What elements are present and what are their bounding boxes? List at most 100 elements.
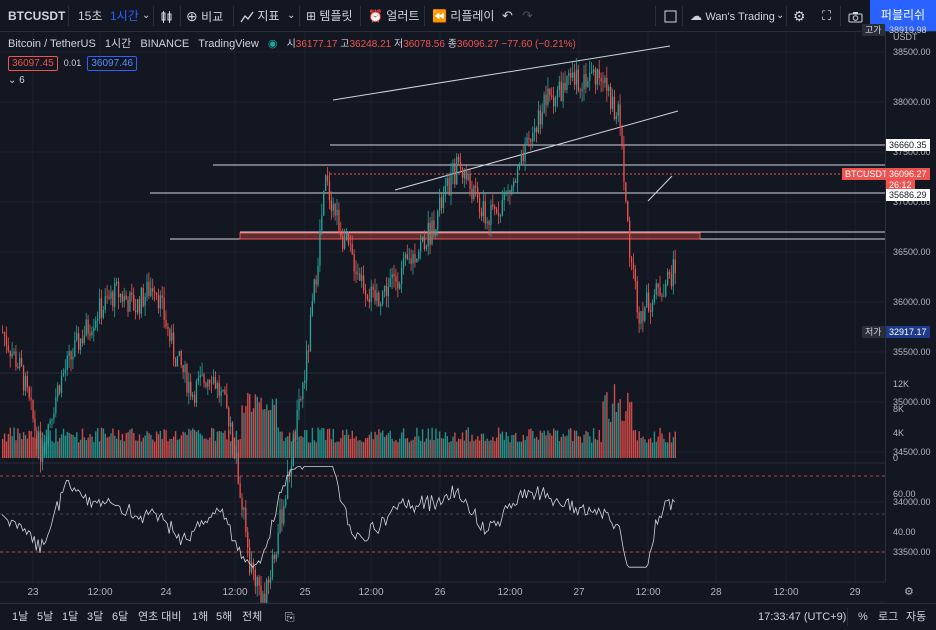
candle-body bbox=[193, 394, 196, 403]
layout-dropdown-icon[interactable]: ⌄ bbox=[776, 10, 785, 21]
settings-gear-icon[interactable]: ⚙ bbox=[793, 8, 806, 24]
indicators-dropdown-icon[interactable]: ⌄ bbox=[287, 10, 296, 21]
camera-icon[interactable] bbox=[848, 0, 863, 32]
candle-body bbox=[17, 366, 19, 368]
clock-time[interactable]: 17:33:47 (UTC+9) bbox=[758, 611, 847, 623]
candle-body bbox=[408, 258, 410, 260]
volume-bar bbox=[600, 441, 602, 458]
candle-body bbox=[188, 381, 190, 393]
ask-price-box[interactable]: 36097.46 bbox=[87, 56, 138, 71]
candle-body bbox=[298, 399, 300, 411]
alerts-button[interactable]: ⏰ 얼러트 bbox=[368, 0, 419, 32]
candle-body bbox=[330, 200, 332, 211]
volume-bar bbox=[520, 441, 523, 458]
volume-bar bbox=[193, 429, 196, 458]
indicators-toggle[interactable]: ⌄ 6 bbox=[8, 75, 576, 86]
volume-bar bbox=[79, 439, 82, 458]
range-button[interactable]: 전체 bbox=[242, 611, 263, 623]
volume-bar bbox=[497, 427, 500, 458]
interval-dropdown-icon[interactable]: ⌄ bbox=[142, 10, 151, 21]
legend-source: TradingView bbox=[198, 38, 259, 50]
candle-body bbox=[317, 265, 319, 285]
volume-bar bbox=[235, 430, 238, 458]
interval-15s-button[interactable]: 15초 bbox=[78, 9, 103, 23]
volume-bar bbox=[85, 440, 87, 458]
candle-body bbox=[592, 69, 595, 73]
volume-bar bbox=[340, 438, 342, 458]
candle-body bbox=[199, 375, 201, 378]
auto-scale-toggle[interactable]: 자동 bbox=[906, 611, 927, 623]
range-button[interactable]: 6달 bbox=[112, 611, 129, 623]
candle-body bbox=[423, 237, 426, 249]
volume-bar bbox=[317, 427, 319, 458]
candle-body bbox=[110, 291, 112, 299]
range-button[interactable]: 5해 bbox=[216, 611, 233, 623]
range-button[interactable]: 1날 bbox=[12, 611, 29, 623]
volume-bar bbox=[66, 431, 68, 458]
candle-body bbox=[148, 281, 150, 296]
candle-body bbox=[638, 312, 640, 324]
range-button[interactable]: 3달 bbox=[87, 611, 104, 623]
volume-bar bbox=[448, 442, 450, 458]
candle-body bbox=[93, 327, 95, 332]
range-button[interactable]: 연초 대비 bbox=[138, 611, 182, 623]
symbol-search-button[interactable]: BTCUSDT bbox=[8, 9, 66, 23]
volume-bar bbox=[127, 432, 129, 458]
candle-body bbox=[19, 358, 21, 368]
price-scale[interactable] bbox=[885, 32, 936, 582]
percent-scale-toggle[interactable]: % bbox=[858, 611, 868, 623]
bid-price-box[interactable]: 36097.45 bbox=[8, 56, 58, 71]
layout-name-button[interactable]: ☁ Wan's Trading bbox=[690, 0, 775, 32]
candle-body bbox=[598, 69, 600, 79]
volume-bar bbox=[171, 438, 173, 458]
candle-body bbox=[537, 110, 540, 133]
volume-bar bbox=[279, 431, 281, 458]
toolbar-divider bbox=[840, 6, 841, 26]
interval-1h-button[interactable]: 1시간 bbox=[110, 9, 139, 23]
rsi-axis-label: 40.00 bbox=[893, 527, 916, 537]
volume-bar bbox=[499, 433, 502, 458]
range-button[interactable]: 1해 bbox=[192, 611, 209, 623]
undo-icon[interactable]: ↶ bbox=[502, 8, 513, 23]
candle-body bbox=[336, 209, 338, 216]
candle-body bbox=[66, 355, 68, 371]
volume-bar bbox=[209, 437, 211, 458]
candle-body bbox=[165, 319, 167, 328]
volume-bar bbox=[564, 436, 566, 458]
spread-value: 0.01 bbox=[63, 58, 82, 68]
volume-bar bbox=[530, 428, 532, 458]
range-button[interactable]: 5날 bbox=[37, 611, 54, 623]
volume-bar bbox=[21, 439, 23, 458]
time-axis-label: 23 bbox=[27, 587, 39, 598]
fullscreen-icon[interactable]: ⛶ bbox=[822, 8, 832, 23]
candle-body bbox=[494, 206, 496, 209]
candle-body bbox=[570, 73, 572, 78]
indicators-button[interactable]: 지표 bbox=[240, 0, 279, 32]
volume-bar bbox=[218, 431, 220, 458]
volume-bar bbox=[64, 435, 67, 458]
volume-bar bbox=[573, 430, 576, 458]
candle-body bbox=[541, 112, 543, 125]
range-button[interactable]: 1달 bbox=[62, 611, 79, 623]
volume-bar bbox=[154, 441, 156, 458]
time-axis-settings-gear-icon[interactable]: ⚙ bbox=[904, 586, 914, 598]
compare-button[interactable]: ⊕ 비교 bbox=[186, 0, 223, 32]
chart-area[interactable] bbox=[0, 32, 885, 603]
fullscreen-square-icon[interactable] bbox=[664, 0, 677, 32]
replay-button[interactable]: ⏪ 리플레이 bbox=[432, 0, 494, 32]
candle-body bbox=[672, 259, 674, 287]
candle-body bbox=[315, 279, 317, 285]
candle-body bbox=[522, 153, 524, 162]
go-to-date-icon[interactable]: ⎘ bbox=[285, 610, 295, 624]
candle-body bbox=[247, 531, 249, 548]
volume-bar bbox=[475, 439, 477, 458]
candle-body bbox=[211, 382, 213, 384]
chart-type-candles-icon[interactable] bbox=[160, 0, 174, 32]
volume-bar bbox=[370, 431, 372, 458]
volume-bar bbox=[269, 409, 272, 458]
log-scale-toggle[interactable]: 로그 bbox=[878, 611, 899, 623]
candle-body bbox=[556, 90, 559, 99]
redo-icon[interactable]: ↷ bbox=[522, 8, 533, 23]
candle-body bbox=[560, 81, 562, 102]
templates-button[interactable]: ⊞ 템플릿 bbox=[306, 0, 353, 32]
